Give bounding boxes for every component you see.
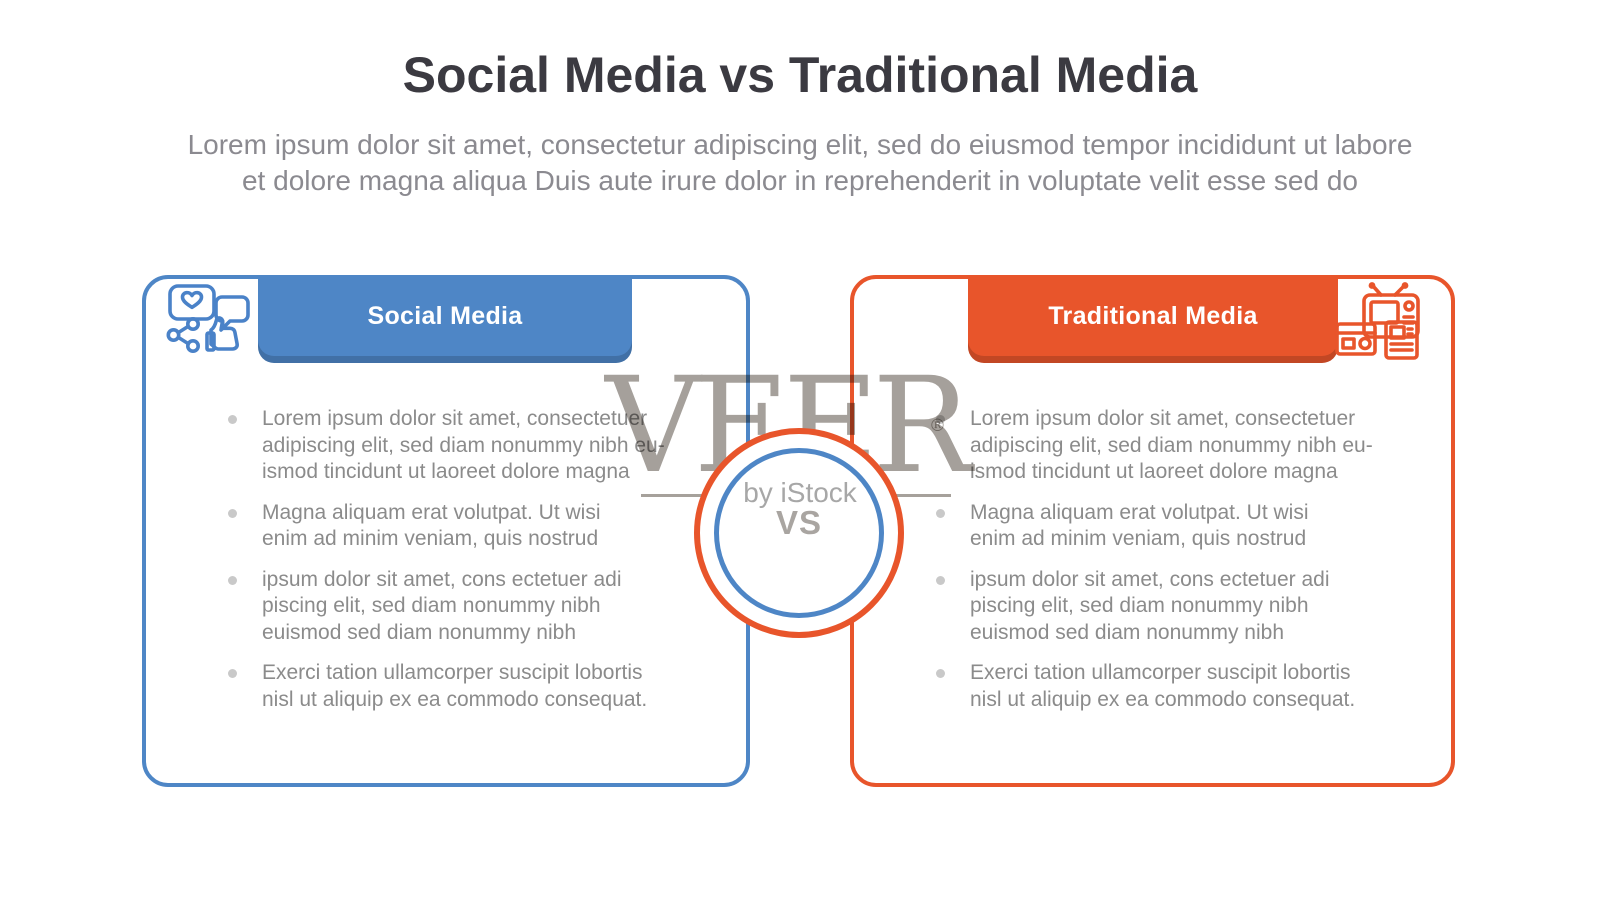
page-subtitle: Lorem ipsum dolor sit amet, consectetur … (187, 129, 1413, 196)
heart-post-icon (168, 284, 216, 321)
bullet-dot (936, 508, 945, 518)
thumbs-up-icon (205, 316, 239, 352)
bullet-text: Lorem ipsum dolor sit amet, consectetuer… (970, 407, 1373, 483)
bullet-item: Magna aliquam erat volutpat. Ut wisi eni… (228, 500, 668, 553)
social-media-header-label: Social Media (367, 301, 523, 330)
bullet-dot (936, 575, 945, 585)
bullet-item: Exerci tation ullamcorper suscipit lobor… (228, 660, 668, 713)
bullet-item: Exerci tation ullamcorper suscipit lobor… (936, 660, 1376, 713)
bullet-dot (228, 415, 237, 424)
chat-bubble-icon (214, 295, 250, 332)
bullet-dot (936, 669, 945, 678)
social-media-header-ribbon: Social Media (258, 275, 632, 363)
bullet-text: Magna aliquam erat volutpat. Ut wisi eni… (970, 500, 1309, 551)
bullet-dot (936, 415, 945, 424)
versus-label: VS (775, 504, 823, 541)
traditional-media-header-label: Traditional Media (1048, 301, 1258, 330)
bullet-item: ipsum dolor sit amet, cons ectetuer adi … (228, 567, 668, 647)
bullet-text: ipsum dolor sit amet, cons ectetuer adi … (262, 567, 622, 644)
traditional-media-icon (1334, 282, 1422, 360)
social-media-bullet-list: Lorem ipsum dolor sit amet, consectetuer… (228, 406, 668, 727)
versus-badge-inner-ring (714, 448, 884, 618)
bullet-item: Lorem ipsum dolor sit amet, consectetuer… (228, 406, 668, 486)
page-title: Social Media vs Traditional Media (402, 47, 1198, 103)
traditional-media-header-ribbon: Traditional Media (968, 275, 1338, 363)
versus-badge (694, 428, 904, 638)
share-icon (166, 316, 200, 353)
bullet-dot (228, 669, 237, 678)
radio-icon (1335, 322, 1377, 356)
bullet-text: ipsum dolor sit amet, cons ectetuer adi … (970, 567, 1330, 644)
traditional-media-bullet-list: Lorem ipsum dolor sit amet, consectetuer… (936, 406, 1376, 727)
social-media-icon (166, 283, 252, 355)
bullet-item: Magna aliquam erat volutpat. Ut wisi eni… (936, 500, 1376, 553)
bullet-dot (228, 508, 237, 518)
watermark-byline: by iStock (743, 477, 857, 508)
newspaper-icon (1384, 320, 1419, 360)
bullet-text: Lorem ipsum dolor sit amet, consectetuer… (262, 407, 665, 483)
bullet-text: Exerci tation ullamcorper suscipit lobor… (970, 661, 1356, 711)
bullet-dot (228, 575, 237, 585)
registered-trademark-icon: ® (929, 416, 946, 436)
bullet-item: Lorem ipsum dolor sit amet, consectetuer… (936, 406, 1376, 486)
bullet-text: Exerci tation ullamcorper suscipit lobor… (262, 661, 648, 711)
bullet-item: ipsum dolor sit amet, cons ectetuer adi … (936, 567, 1376, 647)
bullet-text: Magna aliquam erat volutpat. Ut wisi eni… (262, 500, 601, 551)
